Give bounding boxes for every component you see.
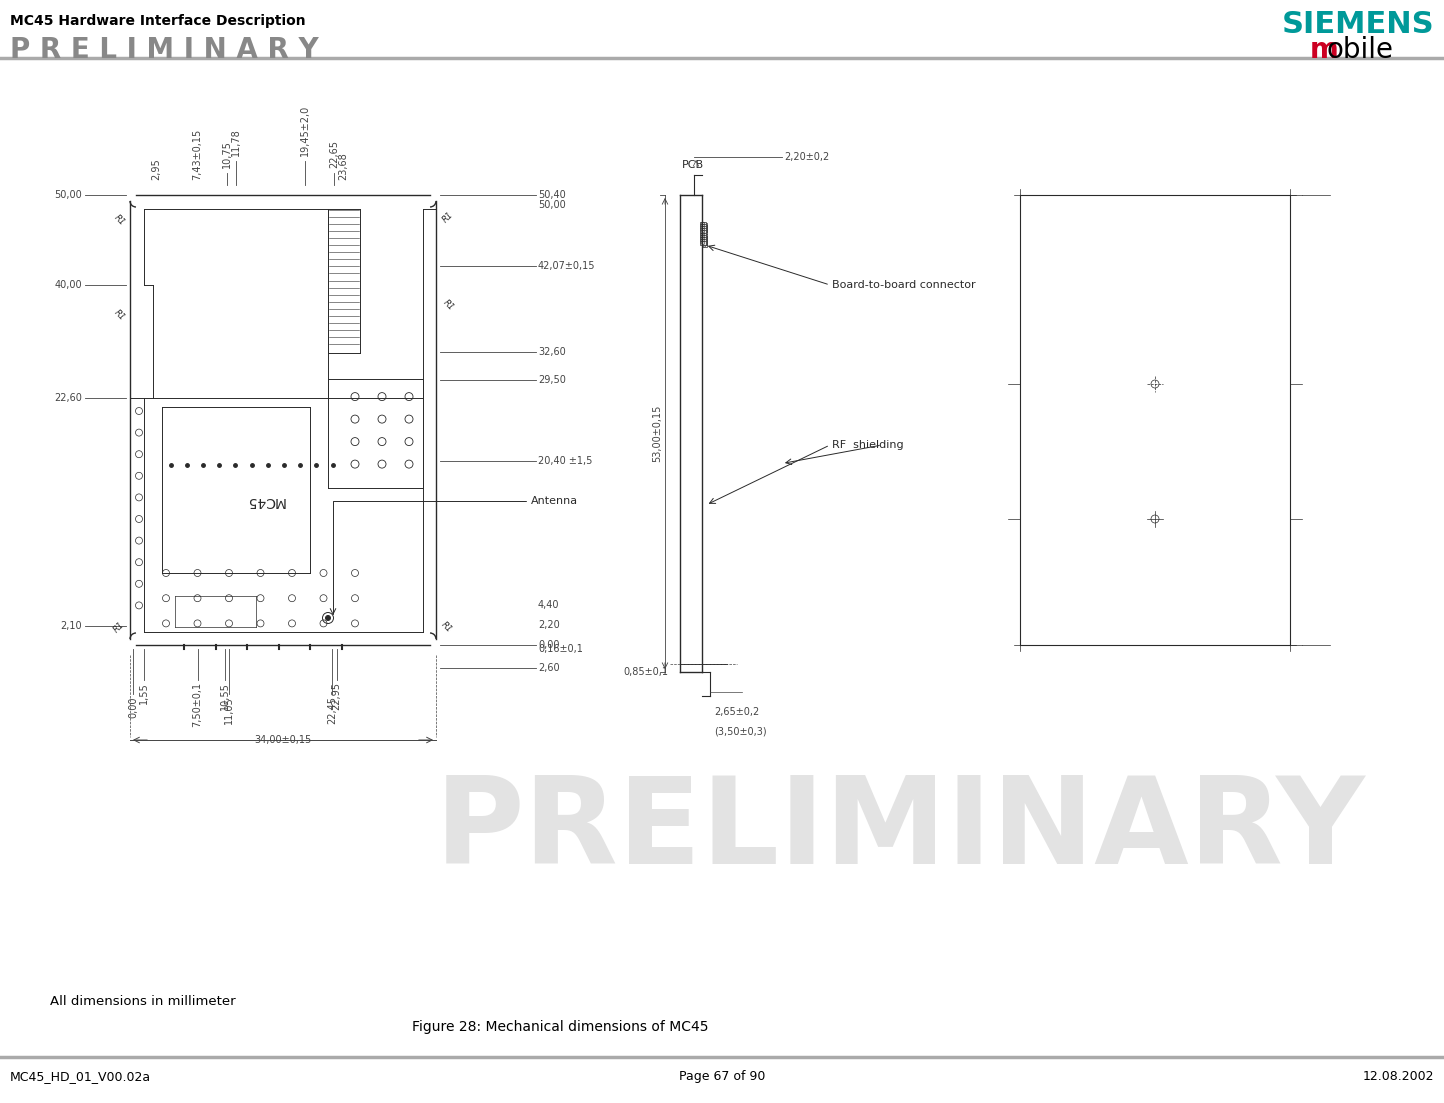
Text: (3,50±0,3): (3,50±0,3) bbox=[713, 727, 767, 737]
Text: 53,00±0,15: 53,00±0,15 bbox=[653, 405, 661, 462]
Bar bbox=[702, 244, 708, 247]
Text: 0,85±0,1: 0,85±0,1 bbox=[622, 667, 669, 677]
Bar bbox=[700, 231, 706, 235]
Text: 7,50±0,1: 7,50±0,1 bbox=[192, 682, 202, 727]
Text: PCB: PCB bbox=[682, 160, 705, 170]
Text: 0,16±0,1: 0,16±0,1 bbox=[539, 644, 583, 654]
Bar bbox=[702, 227, 708, 231]
Text: 19,45±2,0: 19,45±2,0 bbox=[300, 105, 310, 156]
Bar bbox=[700, 226, 706, 231]
Bar bbox=[702, 236, 708, 238]
Text: R1: R1 bbox=[440, 210, 455, 224]
Text: 50,00: 50,00 bbox=[55, 190, 82, 200]
Text: MC45: MC45 bbox=[245, 494, 284, 508]
Text: 22,65: 22,65 bbox=[329, 140, 339, 168]
Text: PRELIMINARY: PRELIMINARY bbox=[435, 771, 1366, 889]
Text: R1: R1 bbox=[113, 308, 126, 322]
Text: 29,50: 29,50 bbox=[539, 375, 566, 385]
Text: 34,00±0,15: 34,00±0,15 bbox=[254, 735, 312, 745]
Bar bbox=[702, 229, 708, 233]
Text: 10,75: 10,75 bbox=[222, 140, 231, 168]
Text: 20,40 ±1,5: 20,40 ±1,5 bbox=[539, 457, 592, 467]
Text: R1: R1 bbox=[113, 620, 126, 634]
Bar bbox=[702, 239, 708, 243]
Bar bbox=[700, 235, 706, 238]
Text: 2,20±0,2: 2,20±0,2 bbox=[784, 152, 829, 162]
Text: Board-to-board connector: Board-to-board connector bbox=[832, 280, 976, 290]
Text: MC45 Hardware Interface Description: MC45 Hardware Interface Description bbox=[10, 14, 306, 28]
Text: SIEMENS: SIEMENS bbox=[1281, 10, 1434, 39]
Bar bbox=[700, 239, 706, 243]
Text: 2,20: 2,20 bbox=[539, 620, 560, 630]
Text: 40,00: 40,00 bbox=[55, 280, 82, 290]
Bar bbox=[700, 228, 706, 233]
Text: 42,07±0,15: 42,07±0,15 bbox=[539, 261, 595, 271]
Text: 2,10: 2,10 bbox=[61, 621, 82, 631]
Text: obile: obile bbox=[1327, 36, 1393, 64]
Bar bbox=[702, 232, 708, 235]
Bar bbox=[700, 237, 706, 240]
Text: 0,00: 0,00 bbox=[539, 640, 559, 650]
Text: m: m bbox=[1310, 36, 1339, 64]
Text: 4,40: 4,40 bbox=[539, 600, 559, 610]
Text: 23,68: 23,68 bbox=[338, 152, 348, 180]
Text: 1,55: 1,55 bbox=[139, 682, 149, 704]
Text: Figure 28: Mechanical dimensions of MC45: Figure 28: Mechanical dimensions of MC45 bbox=[412, 1020, 708, 1034]
Bar bbox=[702, 223, 708, 226]
Text: R1: R1 bbox=[440, 298, 455, 312]
Text: 11,78: 11,78 bbox=[231, 128, 241, 156]
Text: All dimensions in millimeter: All dimensions in millimeter bbox=[51, 995, 235, 1008]
Text: 22,45: 22,45 bbox=[326, 696, 336, 724]
Bar bbox=[700, 240, 706, 245]
Circle shape bbox=[325, 615, 331, 621]
Text: 2,65±0,2: 2,65±0,2 bbox=[713, 707, 760, 717]
Text: 22,95: 22,95 bbox=[332, 682, 342, 710]
Bar bbox=[702, 225, 708, 228]
Text: 0,00: 0,00 bbox=[129, 696, 139, 717]
Text: R1: R1 bbox=[113, 213, 126, 227]
Text: P R E L I M I N A R Y: P R E L I M I N A R Y bbox=[10, 36, 319, 64]
Text: MC45_HD_01_V00.02a: MC45_HD_01_V00.02a bbox=[10, 1070, 152, 1083]
Text: 50,40: 50,40 bbox=[539, 190, 566, 200]
Text: 2,60: 2,60 bbox=[539, 663, 560, 674]
Text: 50,00: 50,00 bbox=[539, 200, 566, 210]
Bar bbox=[700, 222, 706, 226]
Text: 11,05: 11,05 bbox=[224, 696, 234, 724]
Text: 32,60: 32,60 bbox=[539, 346, 566, 356]
Bar bbox=[700, 233, 706, 236]
Text: 12.08.2002: 12.08.2002 bbox=[1363, 1070, 1434, 1083]
Bar bbox=[702, 238, 708, 240]
Text: 7,43±0,15: 7,43±0,15 bbox=[192, 129, 202, 180]
Text: 22,60: 22,60 bbox=[53, 394, 82, 404]
Bar bbox=[702, 242, 708, 245]
Text: Antenna: Antenna bbox=[531, 496, 578, 506]
Text: 2,95: 2,95 bbox=[152, 158, 162, 180]
Text: R1: R1 bbox=[439, 620, 453, 634]
Text: RF  shielding: RF shielding bbox=[832, 440, 904, 450]
Text: 10,55: 10,55 bbox=[219, 682, 230, 710]
Bar bbox=[702, 234, 708, 236]
Text: Page 67 of 90: Page 67 of 90 bbox=[679, 1070, 765, 1083]
Bar bbox=[700, 224, 706, 228]
